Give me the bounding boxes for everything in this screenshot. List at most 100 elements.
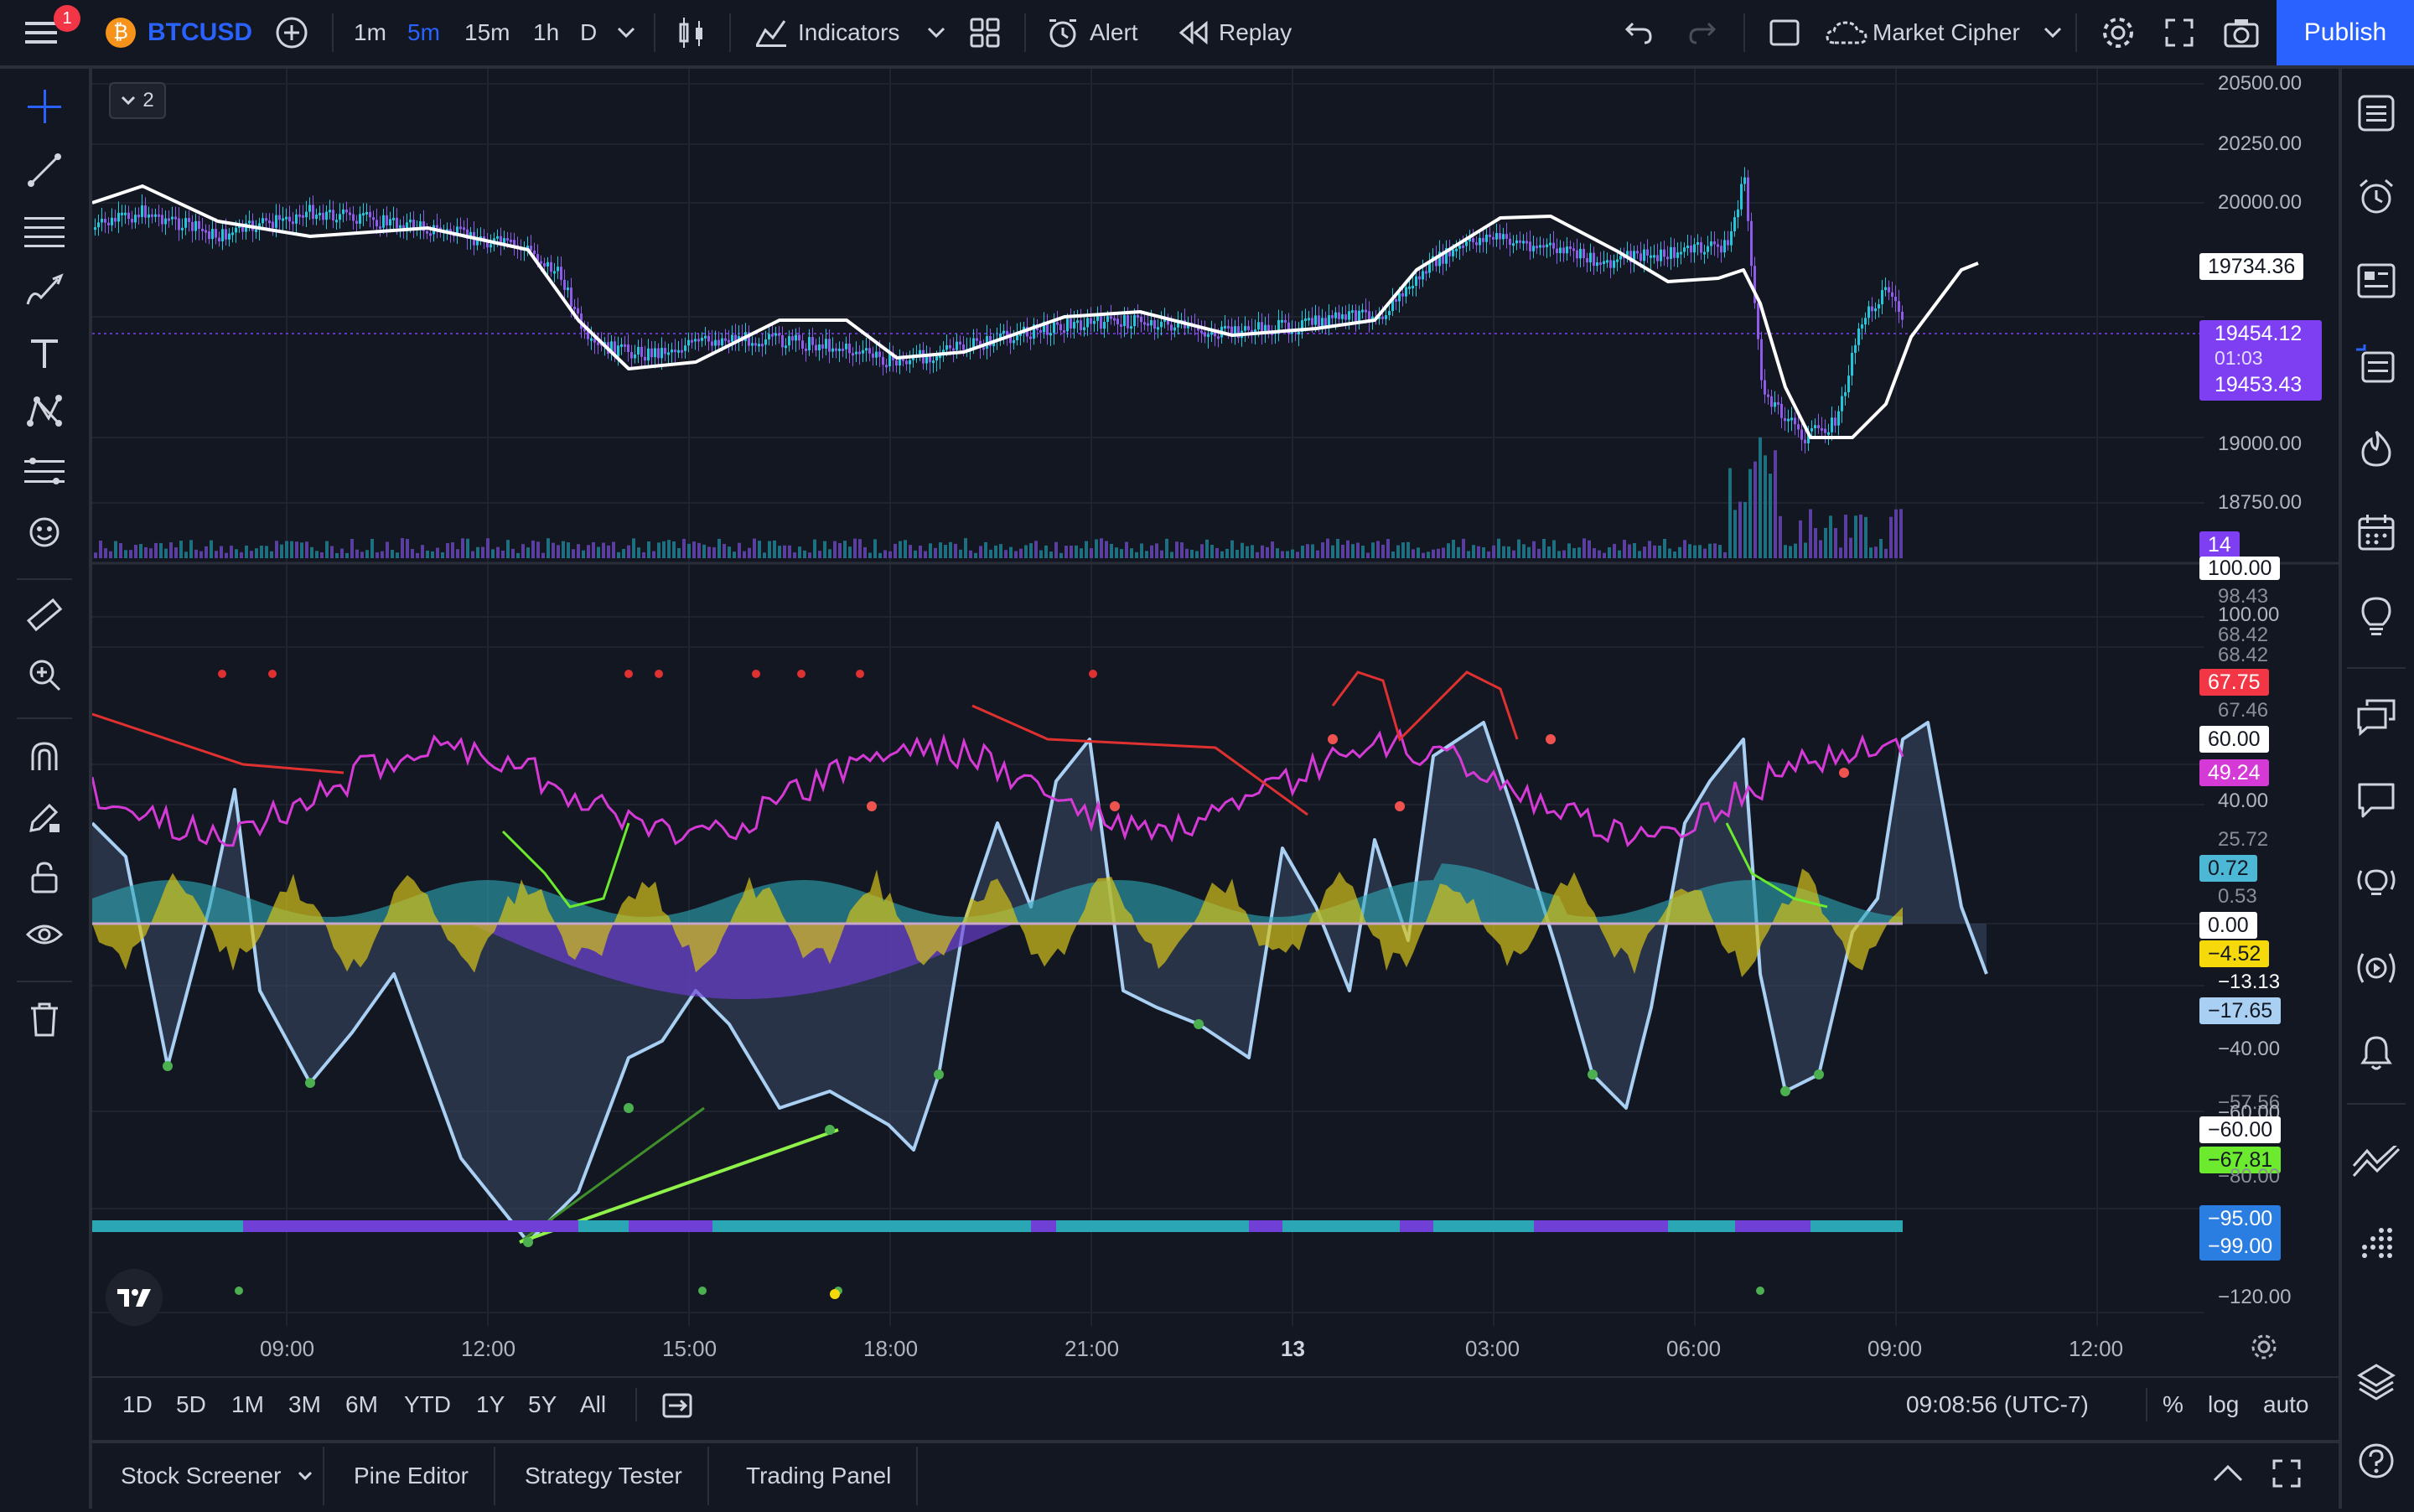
ruler-tool[interactable]	[22, 593, 67, 639]
pattern-tool[interactable]	[22, 389, 67, 434]
range-all[interactable]: All	[580, 1391, 606, 1418]
symbol-search[interactable]: ₿ BTCUSD	[106, 0, 252, 65]
dom-button[interactable]	[2352, 1220, 2401, 1269]
chat-button[interactable]	[2352, 776, 2401, 825]
news-button[interactable]	[2352, 256, 2401, 305]
axis-settings-button[interactable]	[2250, 1333, 2278, 1365]
collapse-panel-button[interactable]	[2211, 1462, 2245, 1488]
volume-bar	[813, 539, 816, 558]
notifications-button[interactable]	[2352, 1028, 2401, 1076]
templates-button[interactable]	[969, 0, 1001, 65]
settings-button[interactable]	[2101, 0, 2136, 65]
maximize-panel-button[interactable]	[2272, 1458, 2302, 1493]
layout-button[interactable]: Market Cipher	[1826, 0, 2020, 65]
trading-signals-button[interactable]	[2352, 1138, 2401, 1187]
tab-trading-panel[interactable]: Trading Panel	[721, 1447, 919, 1505]
trend-strip-segment	[1249, 1220, 1282, 1232]
range-5d[interactable]: 5D	[176, 1391, 206, 1418]
timeframe-dropdown[interactable]	[617, 0, 635, 65]
range-ytd[interactable]: YTD	[404, 1391, 451, 1418]
fullscreen-chart-button[interactable]	[1769, 0, 1800, 65]
layout-dropdown[interactable]	[2044, 0, 2062, 65]
replay-button[interactable]: Replay	[1179, 0, 1292, 65]
volume-bar	[562, 541, 565, 558]
lock-all-tool[interactable]	[22, 855, 67, 900]
alerts-panel-button[interactable]	[2352, 173, 2401, 221]
object-tree-button[interactable]	[2352, 1358, 2401, 1406]
flame-icon	[2361, 430, 2391, 467]
auto-scale-toggle[interactable]: auto	[2263, 1391, 2309, 1418]
chats-button[interactable]	[2352, 692, 2401, 741]
trend-line-tool[interactable]	[22, 148, 67, 193]
volume-bar	[1281, 551, 1284, 558]
pane-collapse-toggle[interactable]: 2	[109, 82, 166, 119]
prediction-tool[interactable]	[22, 449, 67, 495]
indicators-button[interactable]: Indicators	[754, 0, 899, 65]
zoom-tool[interactable]	[22, 652, 67, 697]
icon-tool[interactable]	[22, 510, 67, 555]
hotlists-button[interactable]	[2352, 424, 2401, 473]
range-1y[interactable]: 1Y	[476, 1391, 505, 1418]
snapshot-button[interactable]	[2223, 0, 2260, 65]
alert-button[interactable]: Alert	[1046, 0, 1138, 65]
lock-drawing-tool[interactable]	[22, 795, 67, 840]
compare-button[interactable]	[275, 0, 308, 65]
calendar-button[interactable]	[2352, 508, 2401, 557]
fib-tool[interactable]	[22, 208, 67, 253]
volume-bar	[697, 542, 701, 558]
range-1m[interactable]: 1M	[231, 1391, 264, 1418]
timeframe-d[interactable]: D	[580, 0, 597, 65]
redo-button[interactable]	[1688, 0, 1717, 65]
volume-bar	[1588, 540, 1591, 558]
watchlist-button[interactable]	[2352, 89, 2401, 137]
volume-bar	[1723, 551, 1727, 558]
tab-pine-editor[interactable]: Pine Editor	[329, 1447, 495, 1505]
menu-button[interactable]	[25, 0, 59, 65]
volume-bar	[184, 551, 188, 558]
help-button[interactable]	[2352, 1437, 2401, 1485]
percent-scale-toggle[interactable]: %	[2163, 1391, 2183, 1418]
volume-bar	[773, 540, 776, 558]
volume-bar	[1386, 539, 1390, 558]
timeframe-5m[interactable]: 5m	[407, 0, 440, 65]
range-5y[interactable]: 5Y	[528, 1391, 557, 1418]
trend-strip-segment	[1282, 1220, 1400, 1232]
chart-type-button[interactable]	[677, 0, 706, 65]
publish-button[interactable]: Publish	[2277, 0, 2414, 65]
ideas-button[interactable]	[2352, 592, 2401, 640]
volume-bar	[1150, 545, 1153, 558]
range-1d[interactable]: 1D	[122, 1391, 153, 1418]
data-window-button[interactable]	[2352, 340, 2401, 389]
chart-area[interactable]	[91, 69, 2339, 1376]
crosshair-tool[interactable]	[22, 84, 67, 129]
log-scale-toggle[interactable]: log	[2208, 1391, 2239, 1418]
timeframe-15m[interactable]: 15m	[464, 0, 510, 65]
volume-bar	[1562, 550, 1566, 558]
text-tool[interactable]	[22, 330, 67, 375]
tradingview-logo[interactable]	[106, 1269, 163, 1326]
undo-button[interactable]	[1624, 0, 1653, 65]
indicators-dropdown[interactable]	[927, 0, 945, 65]
chart-clock[interactable]: 09:08:56 (UTC-7)	[1906, 1391, 2089, 1418]
remove-tool[interactable]	[22, 997, 67, 1043]
range-3m[interactable]: 3M	[288, 1391, 321, 1418]
timeframe-1h[interactable]: 1h	[533, 0, 559, 65]
tab-stock-screener[interactable]: Stock Screener	[96, 1447, 325, 1505]
volume-bar	[1879, 539, 1883, 558]
magnet-tool[interactable]	[22, 734, 67, 779]
brush-tool[interactable]	[22, 268, 67, 313]
hide-tool[interactable]	[22, 914, 67, 959]
moving-average-line	[91, 184, 1979, 439]
last-price-tag: 19454.12 01:03 19453.43	[2199, 320, 2322, 401]
chart-canvas[interactable]	[91, 69, 2339, 1376]
volume-bar	[350, 538, 354, 558]
timeframe-1m[interactable]: 1m	[354, 0, 386, 65]
range-6m[interactable]: 6M	[345, 1391, 378, 1418]
tab-strategy-tester[interactable]: Strategy Tester	[500, 1447, 709, 1505]
playback-button[interactable]	[2352, 944, 2401, 992]
streams-button[interactable]	[2352, 860, 2401, 909]
fullscreen-button[interactable]	[2164, 0, 2194, 65]
goto-date-button[interactable]	[662, 1391, 692, 1424]
volume-bar	[134, 545, 137, 558]
volume-bar	[536, 541, 540, 558]
